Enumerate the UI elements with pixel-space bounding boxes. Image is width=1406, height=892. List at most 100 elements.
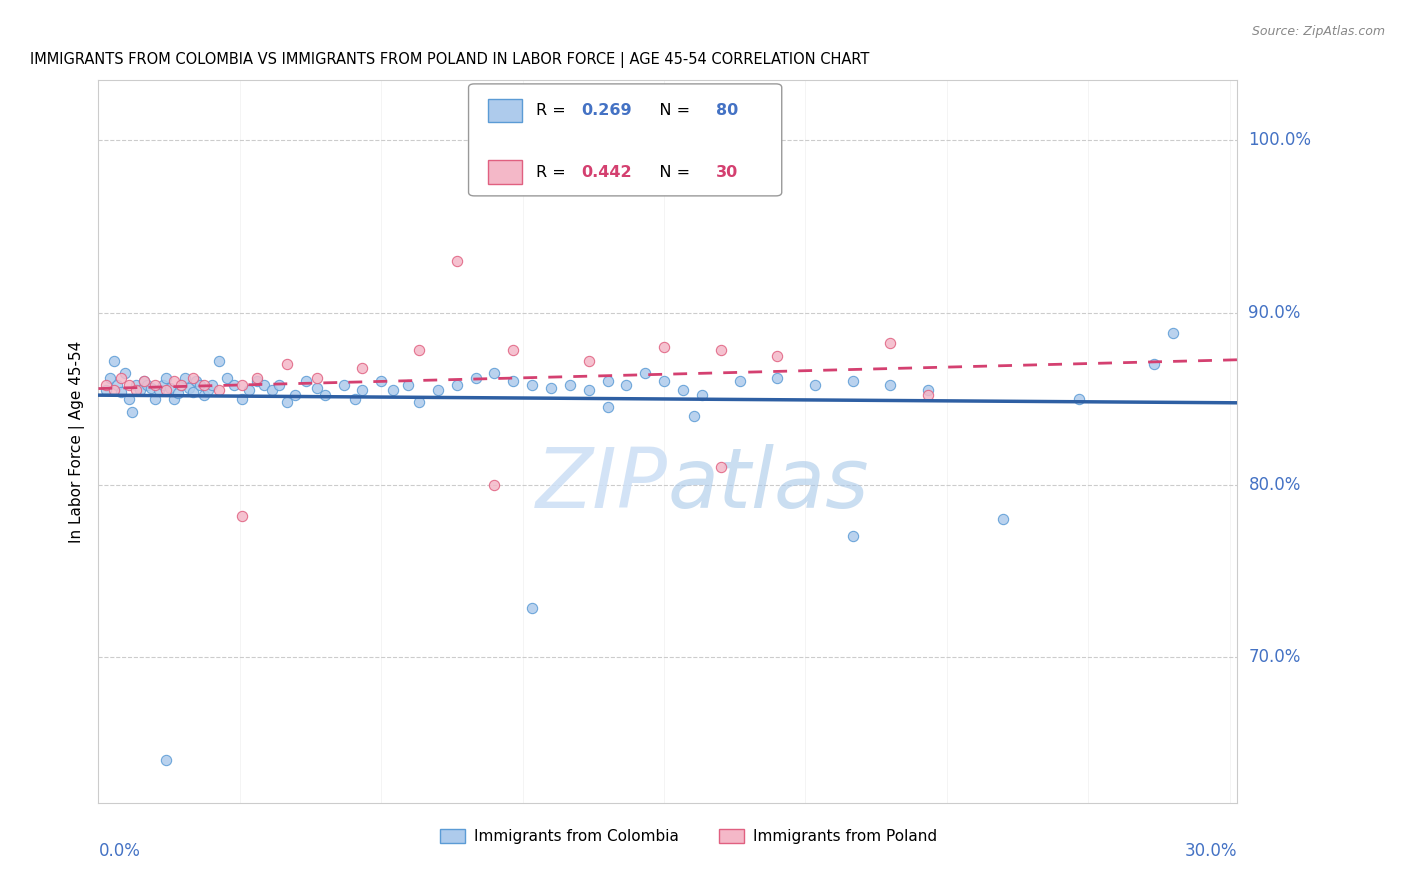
Bar [718, 829, 744, 843]
Point [766, 371, 789, 385]
Point [117, 392, 139, 406]
Bar [488, 99, 522, 122]
Point [260, 383, 283, 397]
Point [143, 392, 166, 406]
Point [170, 377, 193, 392]
Point [879, 336, 901, 351]
Text: ZIP: ZIP [536, 444, 668, 525]
FancyBboxPatch shape [468, 84, 782, 196]
Point [314, 388, 336, 402]
Point [188, 377, 211, 392]
Point [841, 375, 863, 389]
Bar [488, 161, 522, 184]
Point [578, 353, 600, 368]
Text: 0.442: 0.442 [581, 164, 631, 179]
Point [484, 366, 506, 380]
Point [231, 377, 253, 392]
Point [446, 377, 468, 392]
Point [94, 377, 117, 392]
Point [117, 377, 139, 392]
Point [208, 353, 231, 368]
Point [307, 381, 329, 395]
Point [370, 375, 392, 389]
Point [917, 388, 939, 402]
Point [520, 377, 543, 392]
Point [94, 383, 117, 397]
Point [208, 383, 231, 397]
Point [129, 383, 152, 397]
Point [166, 386, 188, 401]
Point [197, 383, 219, 397]
Text: 100.0%: 100.0% [1249, 131, 1312, 150]
Point [163, 392, 186, 406]
Point [136, 377, 159, 392]
Point [193, 377, 215, 392]
Point [152, 377, 174, 392]
Point [558, 377, 581, 392]
Point [502, 375, 524, 389]
Point [110, 384, 132, 399]
Point [246, 375, 269, 389]
Point [596, 375, 619, 389]
Text: IMMIGRANTS FROM COLOMBIA VS IMMIGRANTS FROM POLAND IN LABOR FORCE | AGE 45-54 CO: IMMIGRANTS FROM COLOMBIA VS IMMIGRANTS F… [30, 52, 869, 68]
Point [540, 381, 562, 395]
Point [98, 371, 121, 385]
Point [143, 377, 166, 392]
Point [238, 383, 260, 397]
Point [200, 377, 222, 392]
Point [283, 388, 305, 402]
Point [614, 377, 637, 392]
Point [426, 383, 449, 397]
Point [276, 395, 298, 409]
Point [186, 375, 208, 389]
Point [132, 375, 155, 389]
Point [155, 753, 177, 767]
Point [110, 371, 132, 385]
Text: Immigrants from Poland: Immigrants from Poland [754, 829, 938, 844]
Point [352, 383, 374, 397]
Point [381, 383, 404, 397]
Text: R =: R = [536, 164, 571, 179]
Point [231, 508, 253, 523]
Text: N =: N = [644, 103, 695, 118]
Point [634, 366, 657, 380]
Point [332, 377, 354, 392]
Point [231, 392, 253, 406]
Point [269, 377, 291, 392]
Point [125, 377, 148, 392]
Text: N =: N = [644, 164, 695, 179]
Text: 80.0%: 80.0% [1249, 475, 1301, 493]
Point [1067, 392, 1090, 406]
Point [159, 381, 181, 395]
Point [502, 343, 524, 358]
Point [181, 384, 204, 399]
Point [804, 377, 827, 392]
Point [224, 377, 246, 392]
Point [121, 405, 143, 419]
Point [105, 377, 128, 392]
Point [446, 253, 468, 268]
Point [879, 377, 901, 392]
Point [484, 477, 506, 491]
Point [841, 529, 863, 543]
Point [352, 360, 374, 375]
Point [295, 375, 318, 389]
Point [114, 366, 136, 380]
Point [578, 383, 600, 397]
Point [103, 383, 125, 397]
Point [408, 343, 430, 358]
Text: Source: ZipAtlas.com: Source: ZipAtlas.com [1251, 25, 1385, 38]
Point [408, 395, 430, 409]
Point [766, 349, 789, 363]
Point [307, 371, 329, 385]
Point [652, 340, 675, 354]
Text: 30.0%: 30.0% [1185, 842, 1237, 860]
Point [253, 377, 276, 392]
Text: 80: 80 [716, 103, 738, 118]
Point [343, 392, 366, 406]
Text: atlas: atlas [668, 444, 869, 525]
Text: 0.0%: 0.0% [98, 842, 141, 860]
Point [728, 375, 751, 389]
Text: 90.0%: 90.0% [1249, 303, 1301, 321]
Text: 30: 30 [716, 164, 738, 179]
